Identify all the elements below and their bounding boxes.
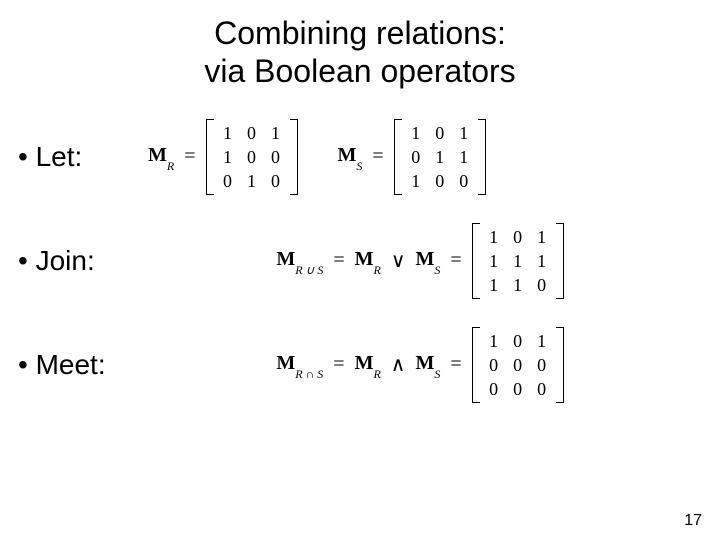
title-line-1: Combining relations:	[0, 14, 720, 52]
sym-M-union: MR ∪ S	[276, 248, 323, 274]
sym-M: MR	[148, 144, 174, 170]
matrix-MS: 101 011 100	[394, 119, 486, 195]
sym-eq: =	[180, 145, 199, 168]
sym-MS: MS	[416, 248, 441, 274]
slide-title: Combining relations: via Boolean operato…	[0, 0, 720, 91]
sym-eq: =	[329, 249, 348, 272]
row-join: • Join: MR ∪ S = MR ∨ MS = 101 111 110	[18, 223, 702, 299]
slide-body: • Let: MR = 101 100 010 MS =	[0, 119, 720, 403]
page-number: 17	[684, 512, 702, 530]
bullet-let: • Let:	[18, 141, 138, 173]
sym-MR: MR	[355, 352, 381, 378]
sym-MS: MS	[415, 352, 440, 378]
row-meet: • Meet: MR ∩ S = MR ∧ MS = 101 000 000	[18, 327, 702, 403]
matrix-meet: 101 000 000	[472, 327, 564, 403]
let-equations: MR = 101 100 010 MS =	[148, 119, 702, 195]
eq-MR: MR = 101 100 010	[148, 119, 298, 195]
sym-MR: MR	[355, 248, 381, 274]
matrix-join: 101 111 110	[472, 223, 564, 299]
sym-M-inter: MR ∩ S	[276, 352, 323, 378]
bullet-join: • Join:	[18, 245, 138, 277]
eq-MS: MS = 101 011 100	[338, 119, 486, 195]
sym-eq: =	[329, 353, 348, 376]
row-let: • Let: MR = 101 100 010 MS =	[18, 119, 702, 195]
bullet-meet: • Meet:	[18, 349, 138, 381]
sym-eq: =	[368, 145, 387, 168]
meet-equation: MR ∩ S = MR ∧ MS = 101 000 000	[138, 327, 702, 403]
sym-and: ∧	[387, 352, 410, 377]
sym-M: MS	[338, 144, 363, 170]
sym-eq: =	[446, 353, 465, 376]
sym-or: ∨	[387, 248, 410, 273]
sym-eq: =	[446, 249, 465, 272]
join-equation: MR ∪ S = MR ∨ MS = 101 111 110	[138, 223, 702, 299]
matrix-MR: 101 100 010	[206, 119, 298, 195]
title-line-2: via Boolean operators	[0, 52, 720, 90]
